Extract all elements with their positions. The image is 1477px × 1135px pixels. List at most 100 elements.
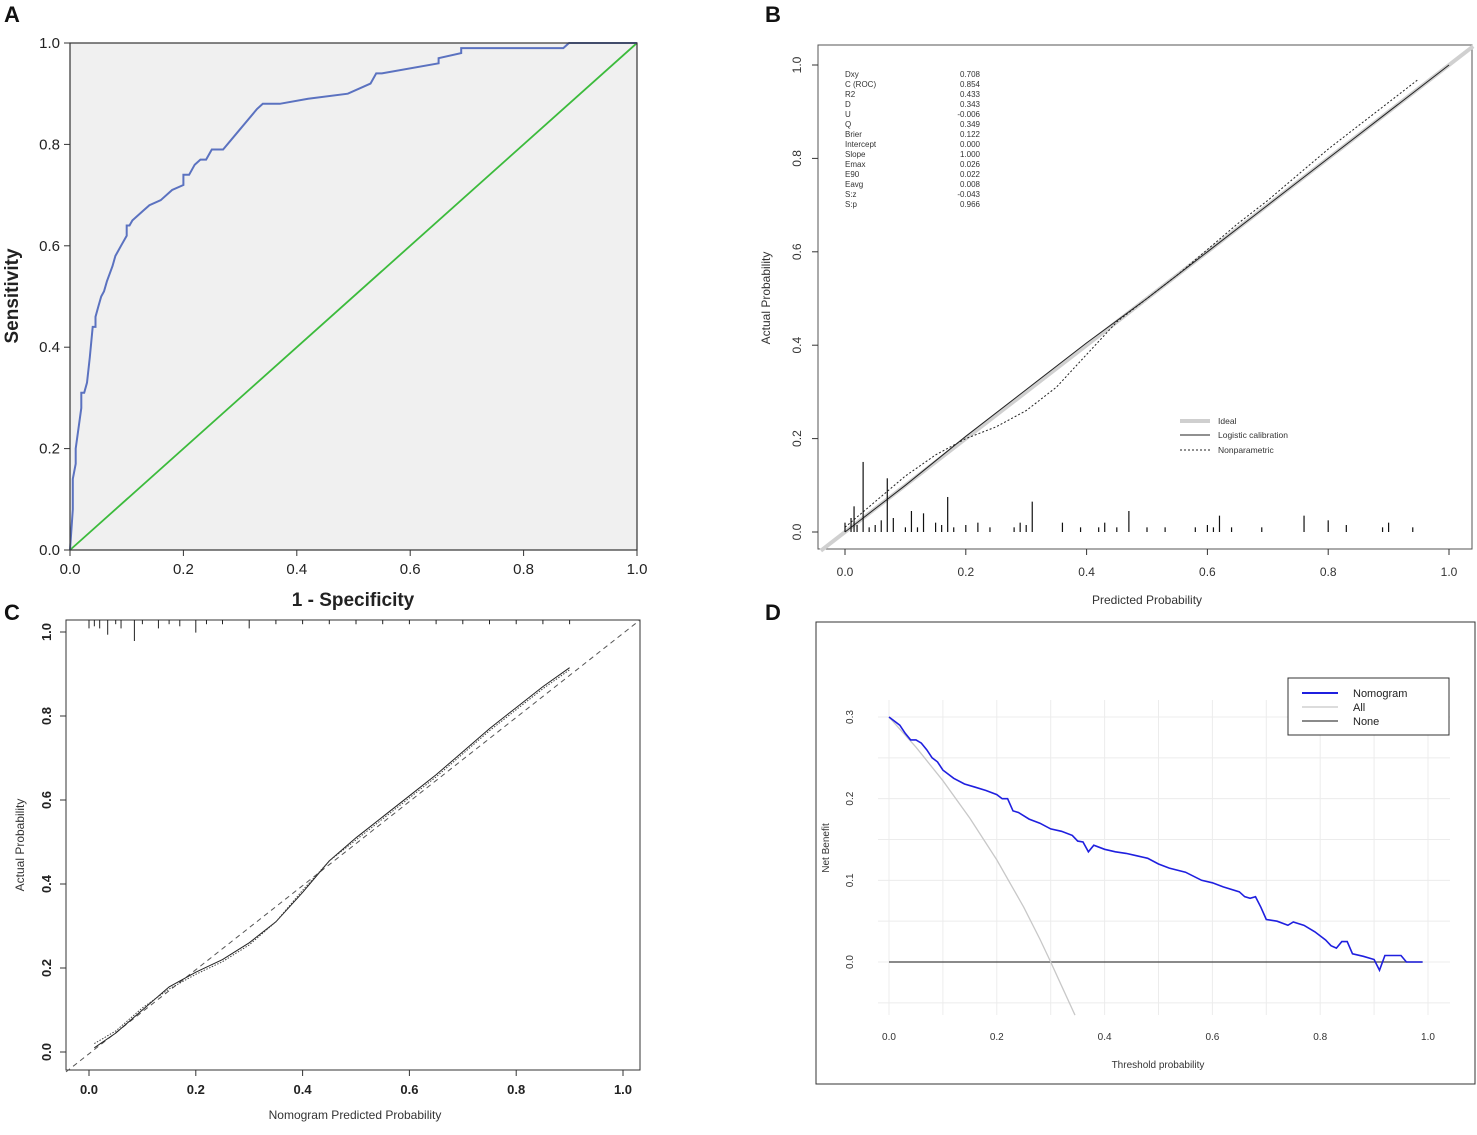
legend-ideal: Ideal xyxy=(1218,416,1237,426)
panel-c-frame xyxy=(65,619,641,1071)
panel-b-stat-value: -0.043 xyxy=(957,190,980,199)
panel-d-x-tick-label: 0.2 xyxy=(990,1032,1004,1043)
panel-a-frame xyxy=(69,42,638,551)
panel-b-stat-label: Brier xyxy=(845,130,862,139)
panel-b-stat-value: 0.349 xyxy=(960,120,981,129)
panel-b-stat-value: 0.708 xyxy=(960,70,981,79)
panel-c-calibration-chart: 0.0 0.2 0.4 0.6 0.8 1.0 0.0 0.2 0.4 0.6 0.8 1.0 No… xyxy=(13,619,641,1122)
legend-logistic-calibration: Logistic calibration xyxy=(1218,430,1288,440)
panel-b-stat-value: 0.854 xyxy=(960,80,981,89)
panel-b-x-tick-label: 0.8 xyxy=(1320,565,1337,579)
panel-c-y-tick-label: 0.0 xyxy=(39,1043,54,1061)
panel-b-y-tick-label: 0.2 xyxy=(790,430,804,447)
panel-d-all-line xyxy=(888,716,1076,1016)
panel-d-decision-curve-chart: 0.0 0.2 0.4 0.6 0.8 1.0 0.0 0.1 0.2 0.3 Nomogram… xyxy=(815,621,1476,1085)
panel-c-x-tick-label: 0.4 xyxy=(294,1082,313,1097)
panel-b-stat-value: 0.966 xyxy=(960,200,981,209)
panel-label-d: D xyxy=(765,600,781,625)
panel-b-stat-label: D xyxy=(845,100,851,109)
panel-b-calibration-chart: 0.0 0.2 0.4 0.6 0.8 1.0 0.0 0.2 0.4 0.6 0.8 1.0 Dx… xyxy=(759,44,1475,607)
panel-b-stat-label: Emax xyxy=(845,160,865,169)
panel-c-y-tick-label: 0.8 xyxy=(39,707,54,725)
panel-b-stat-label: Eavg xyxy=(845,180,863,189)
panel-a-y-tick-label: 0.0 xyxy=(39,542,60,559)
panel-c-y-tick-label: 0.2 xyxy=(39,959,54,977)
panel-c-x-tick-label: 0.8 xyxy=(507,1082,525,1097)
panel-b-y-tick-label: 0.6 xyxy=(790,243,804,260)
panel-d-x-tick-label: 1.0 xyxy=(1421,1032,1435,1043)
panel-b-stat-label: Intercept xyxy=(845,140,877,149)
panel-c-x-tick-label: 0.2 xyxy=(187,1082,205,1097)
legend-nomogram: Nomogram xyxy=(1353,688,1407,700)
panel-d-x-tick-label: 0.0 xyxy=(882,1032,896,1043)
panel-a-x-tick-label: 0.4 xyxy=(286,561,307,578)
panel-label-a: A xyxy=(4,2,20,27)
panel-b-stat-label: Q xyxy=(845,120,851,129)
panel-a-x-tick-label: 1.0 xyxy=(627,561,648,578)
panel-d-x-tick-label: 0.8 xyxy=(1313,1032,1327,1043)
panel-a-y-tick-label: 1.0 xyxy=(39,35,60,52)
panel-b-y-tick-label: 0.0 xyxy=(790,523,804,540)
panel-b-y-tick-label: 0.8 xyxy=(790,150,804,167)
panel-b-x-tick-label: 0.6 xyxy=(1199,565,1216,579)
legend-none: None xyxy=(1353,716,1379,728)
panel-d-x-axis-label: Threshold probability xyxy=(1112,1060,1205,1071)
panel-b-x-tick-label: 0.0 xyxy=(837,565,854,579)
panel-b-nonparametric-line xyxy=(844,78,1420,528)
panel-b-y-tick-label: 1.0 xyxy=(790,56,804,73)
panel-a-roc-curve xyxy=(69,42,637,551)
panel-b-stat-value: 0.026 xyxy=(960,160,981,169)
panel-d-y-tick-label: 0.0 xyxy=(845,955,856,969)
panel-b-stat-value: 0.122 xyxy=(960,130,981,139)
panel-c-x-tick-label: 0.0 xyxy=(80,1082,98,1097)
panel-b-x-tick-label: 0.2 xyxy=(957,565,974,579)
panel-b-y-tick-label: 0.4 xyxy=(790,337,804,354)
panel-a-y-tick-label: 0.8 xyxy=(39,136,60,153)
panel-b-stat-value: 0.022 xyxy=(960,170,981,179)
panel-b-stat-label: Dxy xyxy=(845,70,859,79)
panel-c-y-tick-label: 1.0 xyxy=(39,623,54,641)
panel-b-x-tick-label: 1.0 xyxy=(1441,565,1458,579)
panel-b-y-axis-label: Actual Probability xyxy=(759,252,773,345)
panel-d-y-tick-label: 0.2 xyxy=(845,791,856,805)
panel-c-y-axis-label: Actual Probability xyxy=(13,799,27,892)
panel-label-b: B xyxy=(765,2,781,27)
panel-a-y-axis-label: Sensitivity xyxy=(2,248,23,343)
panel-d-y-tick-label: 0.1 xyxy=(845,873,856,887)
panel-d-y-axis-label: Net Benefit xyxy=(821,823,832,873)
panel-b-stat-label: E90 xyxy=(845,170,860,179)
panel-a-x-axis-label: 1 - Specificity xyxy=(292,590,415,611)
panel-b-stat-value: 1.000 xyxy=(960,150,981,159)
panel-d-y-tick-label: 0.3 xyxy=(845,710,856,724)
panel-b-stat-label: Slope xyxy=(845,150,866,159)
panel-b-x-axis-label: Predicted Probability xyxy=(1092,593,1202,607)
panel-b-x-tick-label: 0.4 xyxy=(1078,565,1095,579)
panel-a-reference-line xyxy=(69,42,638,551)
panel-b-stat-label: R2 xyxy=(845,90,856,99)
legend-nonparametric: Nonparametric xyxy=(1218,445,1274,455)
legend-all: All xyxy=(1353,702,1365,714)
panel-b-stat-label: S:p xyxy=(845,200,858,209)
panel-a-x-tick-label: 0.6 xyxy=(400,561,421,578)
panel-b-stat-label: C (ROC) xyxy=(845,80,876,89)
panel-d-x-tick-label: 0.4 xyxy=(1098,1032,1112,1043)
panel-c-x-tick-label: 1.0 xyxy=(614,1082,632,1097)
panel-b-stat-value: 0.343 xyxy=(960,100,981,109)
panel-c-x-axis-label: Nomogram Predicted Probability xyxy=(269,1108,442,1122)
panel-b-logistic-calibration-line xyxy=(844,64,1450,533)
panel-d-x-tick-label: 0.6 xyxy=(1205,1032,1219,1043)
panel-a-x-tick-label: 0.2 xyxy=(173,561,194,578)
panel-b-stat-value: 0.433 xyxy=(960,90,981,99)
panel-d-legend: Nomogram All None xyxy=(1287,677,1450,736)
panel-c-y-tick-label: 0.6 xyxy=(39,791,54,809)
panel-b-stat-value: -0.006 xyxy=(957,110,980,119)
panel-b-stat-label: S:z xyxy=(845,190,857,199)
panel-b-stat-value: 0.008 xyxy=(960,180,981,189)
panel-label-c: C xyxy=(4,600,20,625)
panel-d-nomogram-line xyxy=(888,716,1423,973)
panel-a-y-tick-label: 0.4 xyxy=(39,339,60,356)
panel-c-ideal-line xyxy=(65,619,641,1073)
panel-a-roc-chart: 0.0 0.2 0.4 0.6 0.8 1.0 0.0 0.2 0.4 0.6 0.8 1.0 1 … xyxy=(2,35,647,611)
panel-b-stat-label: U xyxy=(845,110,851,119)
